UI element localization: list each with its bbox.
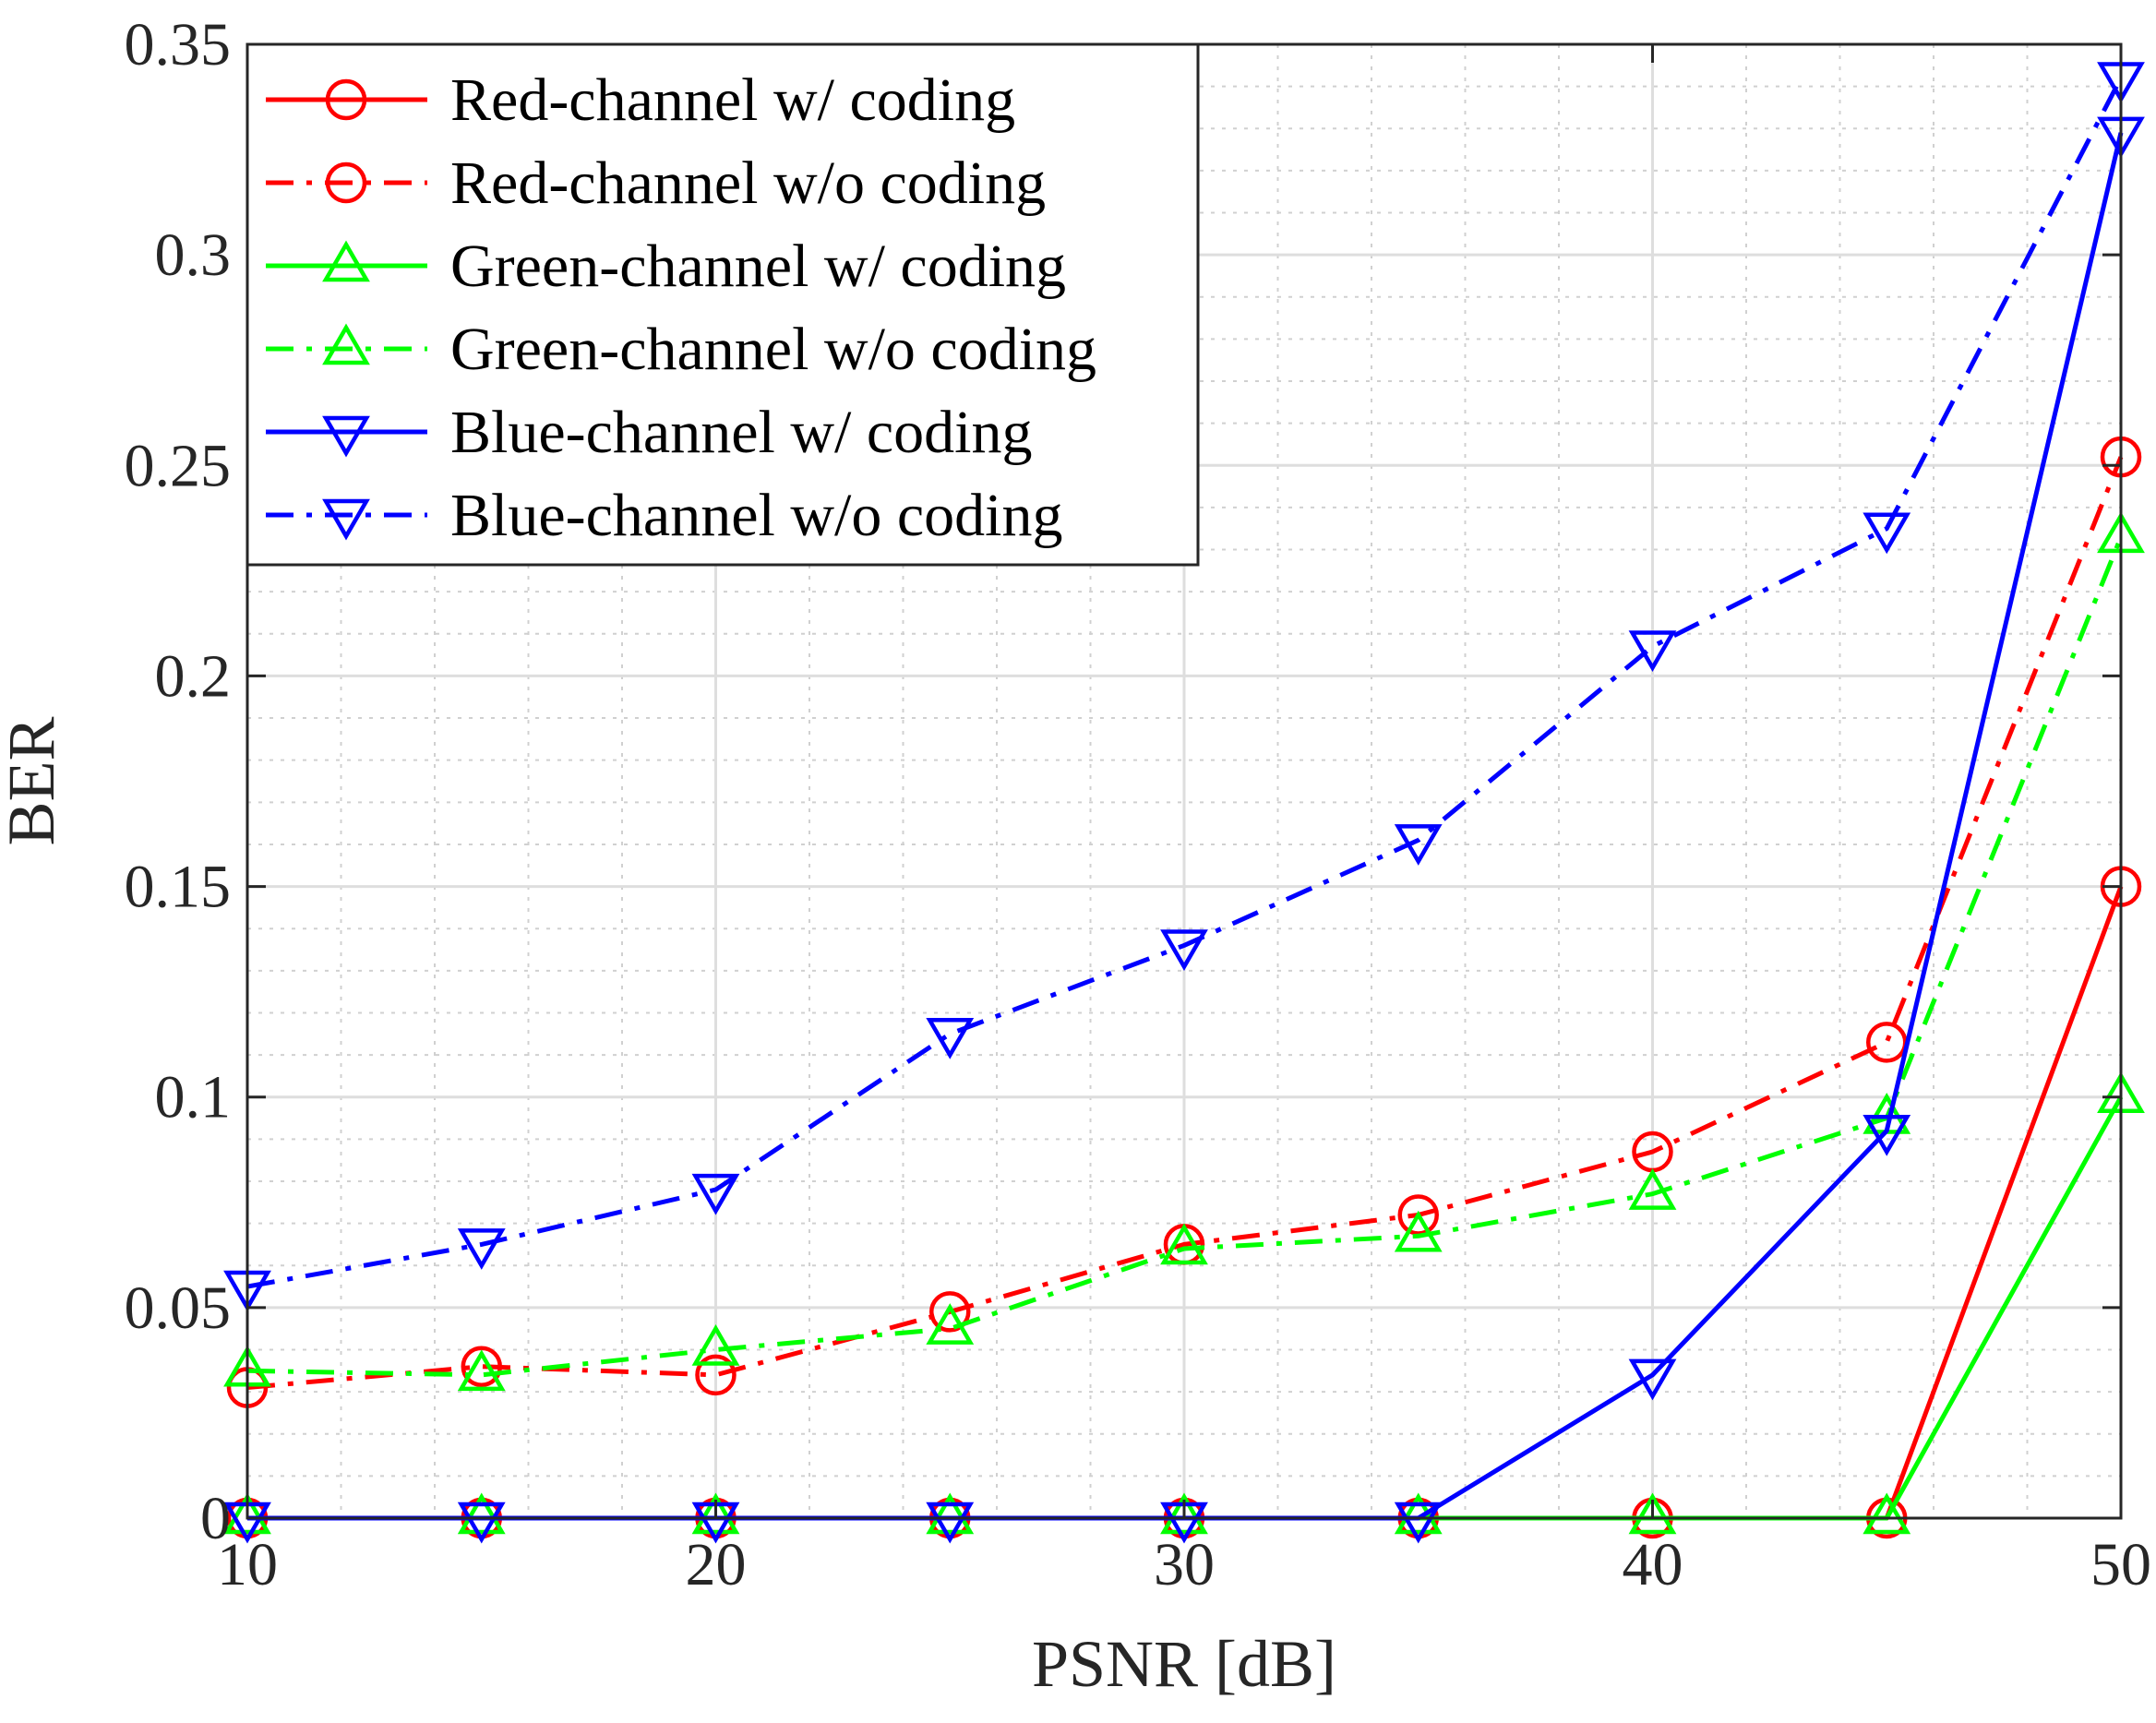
data-point bbox=[926, 1492, 975, 1535]
legend-marker bbox=[322, 415, 370, 458]
legend-marker bbox=[322, 240, 370, 282]
legend-label: Blue-channel w/ coding bbox=[450, 399, 1032, 466]
y-tick-label: 0.05 bbox=[125, 1274, 232, 1342]
data-point bbox=[1397, 1194, 1439, 1236]
data-point bbox=[926, 1018, 975, 1059]
data-point bbox=[457, 1349, 506, 1392]
legend-label: Green-channel w/o coding bbox=[450, 316, 1096, 383]
x-tick-label: 40 bbox=[1623, 1531, 1683, 1598]
legend-entry: Blue-channel w/ coding bbox=[266, 399, 1032, 466]
legend-marker bbox=[325, 78, 367, 121]
data-point bbox=[926, 1303, 975, 1345]
data-point bbox=[1863, 512, 1911, 555]
legend-label: Green-channel w/ coding bbox=[450, 233, 1066, 300]
data-point bbox=[691, 1173, 740, 1215]
data-point bbox=[1394, 1502, 1443, 1544]
x-tick-label: 10 bbox=[217, 1531, 278, 1598]
y-tick-label: 0 bbox=[200, 1485, 231, 1552]
legend: Red-channel w/ coding Red-channel w/o cod… bbox=[246, 42, 1200, 567]
data-point bbox=[1160, 1492, 1208, 1535]
legend-label: Red-channel w/ coding bbox=[450, 66, 1015, 134]
data-point bbox=[695, 1354, 737, 1396]
data-point bbox=[1394, 1210, 1443, 1252]
x-axis-title: PSNR [dB] bbox=[1032, 1627, 1336, 1701]
data-point bbox=[929, 1291, 971, 1333]
x-tick-label: 50 bbox=[2090, 1531, 2151, 1598]
data-point bbox=[1160, 1223, 1208, 1265]
data-point bbox=[223, 1492, 271, 1535]
legend-entry: Red-channel w/o coding bbox=[266, 150, 1046, 217]
data-point bbox=[457, 1502, 506, 1544]
data-point bbox=[1863, 1492, 1911, 1535]
data-point bbox=[691, 1323, 740, 1366]
x-tick-label: 30 bbox=[1154, 1531, 1215, 1598]
legend-marker bbox=[322, 323, 370, 365]
data-point bbox=[457, 1492, 506, 1535]
legend-marker bbox=[322, 498, 370, 541]
tick-labels: 10 20 30 40 50 0 0.05 0.1 0.15 0.2 0.25 0.3 0.35 bbox=[125, 11, 2152, 1598]
data-point bbox=[1628, 630, 1677, 672]
y-tick-label: 0.15 bbox=[125, 854, 232, 921]
x-tick-label: 20 bbox=[686, 1531, 747, 1598]
data-point bbox=[1863, 1114, 1911, 1156]
data-point bbox=[1160, 929, 1208, 971]
y-axis-title: BER bbox=[0, 716, 68, 845]
legend-entry: Red-channel w/ coding bbox=[266, 66, 1015, 134]
data-point bbox=[1394, 824, 1443, 866]
legend-entry: Blue-channel w/o coding bbox=[266, 482, 1062, 549]
legend-entry: Green-channel w/o coding bbox=[266, 316, 1096, 383]
y-tick-label: 0.1 bbox=[155, 1064, 232, 1131]
y-tick-label: 0.2 bbox=[155, 642, 232, 710]
y-tick-label: 0.35 bbox=[125, 11, 232, 78]
data-point bbox=[457, 1228, 506, 1270]
y-tick-label: 0.25 bbox=[125, 432, 232, 499]
data-point bbox=[1628, 1492, 1677, 1535]
y-tick-label: 0.3 bbox=[155, 221, 232, 289]
legend-box bbox=[246, 42, 1200, 567]
legend-entry: Green-channel w/ coding bbox=[266, 233, 1066, 300]
data-point bbox=[926, 1502, 975, 1544]
legend-label: Red-channel w/o coding bbox=[450, 150, 1046, 217]
data-point bbox=[691, 1492, 740, 1535]
data-point bbox=[461, 1346, 502, 1387]
data-point bbox=[1628, 1358, 1677, 1401]
legend-marker bbox=[325, 162, 367, 204]
series-line bbox=[246, 456, 2124, 1391]
data-point bbox=[1628, 1168, 1677, 1210]
legend-label: Blue-channel w/o coding bbox=[450, 482, 1062, 549]
series-line bbox=[246, 77, 2124, 1289]
series-line bbox=[246, 535, 2124, 1378]
